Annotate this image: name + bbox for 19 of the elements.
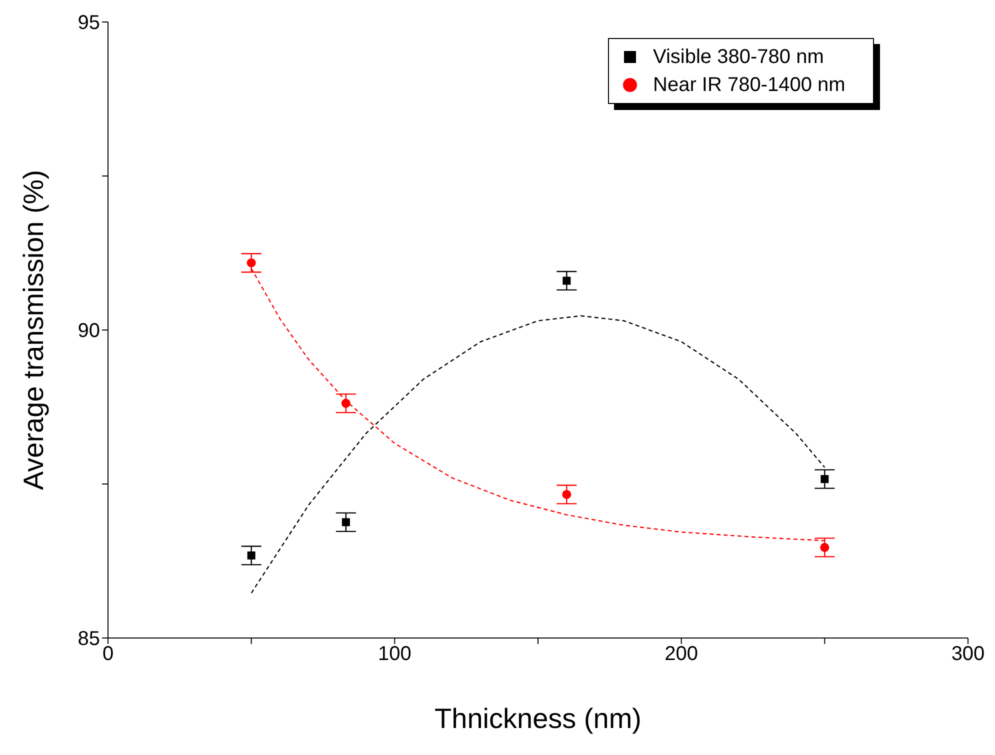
point (562, 490, 572, 499)
y-tick-label: 90 (78, 320, 100, 342)
x-tick-label: 0 (102, 643, 114, 666)
y-tick-label: 85 (78, 628, 100, 650)
y-tick-label: 95 (78, 12, 100, 34)
point (820, 542, 830, 552)
point (246, 258, 256, 268)
point (247, 551, 256, 560)
point (341, 398, 350, 408)
x-axis-title: Thnickness (nm) (434, 703, 642, 734)
x-tick-label: 200 (664, 643, 698, 666)
y-axis-title: Average transmission (%) (18, 170, 49, 490)
point (342, 518, 350, 526)
legend-label: Visible 380-780 nm (653, 46, 824, 68)
x-tick-label: 300 (951, 643, 985, 666)
legend-label: Near IR 780-1400 nm (653, 74, 846, 96)
point (820, 475, 829, 484)
x-tick-label: 100 (378, 643, 412, 666)
point (562, 276, 571, 285)
